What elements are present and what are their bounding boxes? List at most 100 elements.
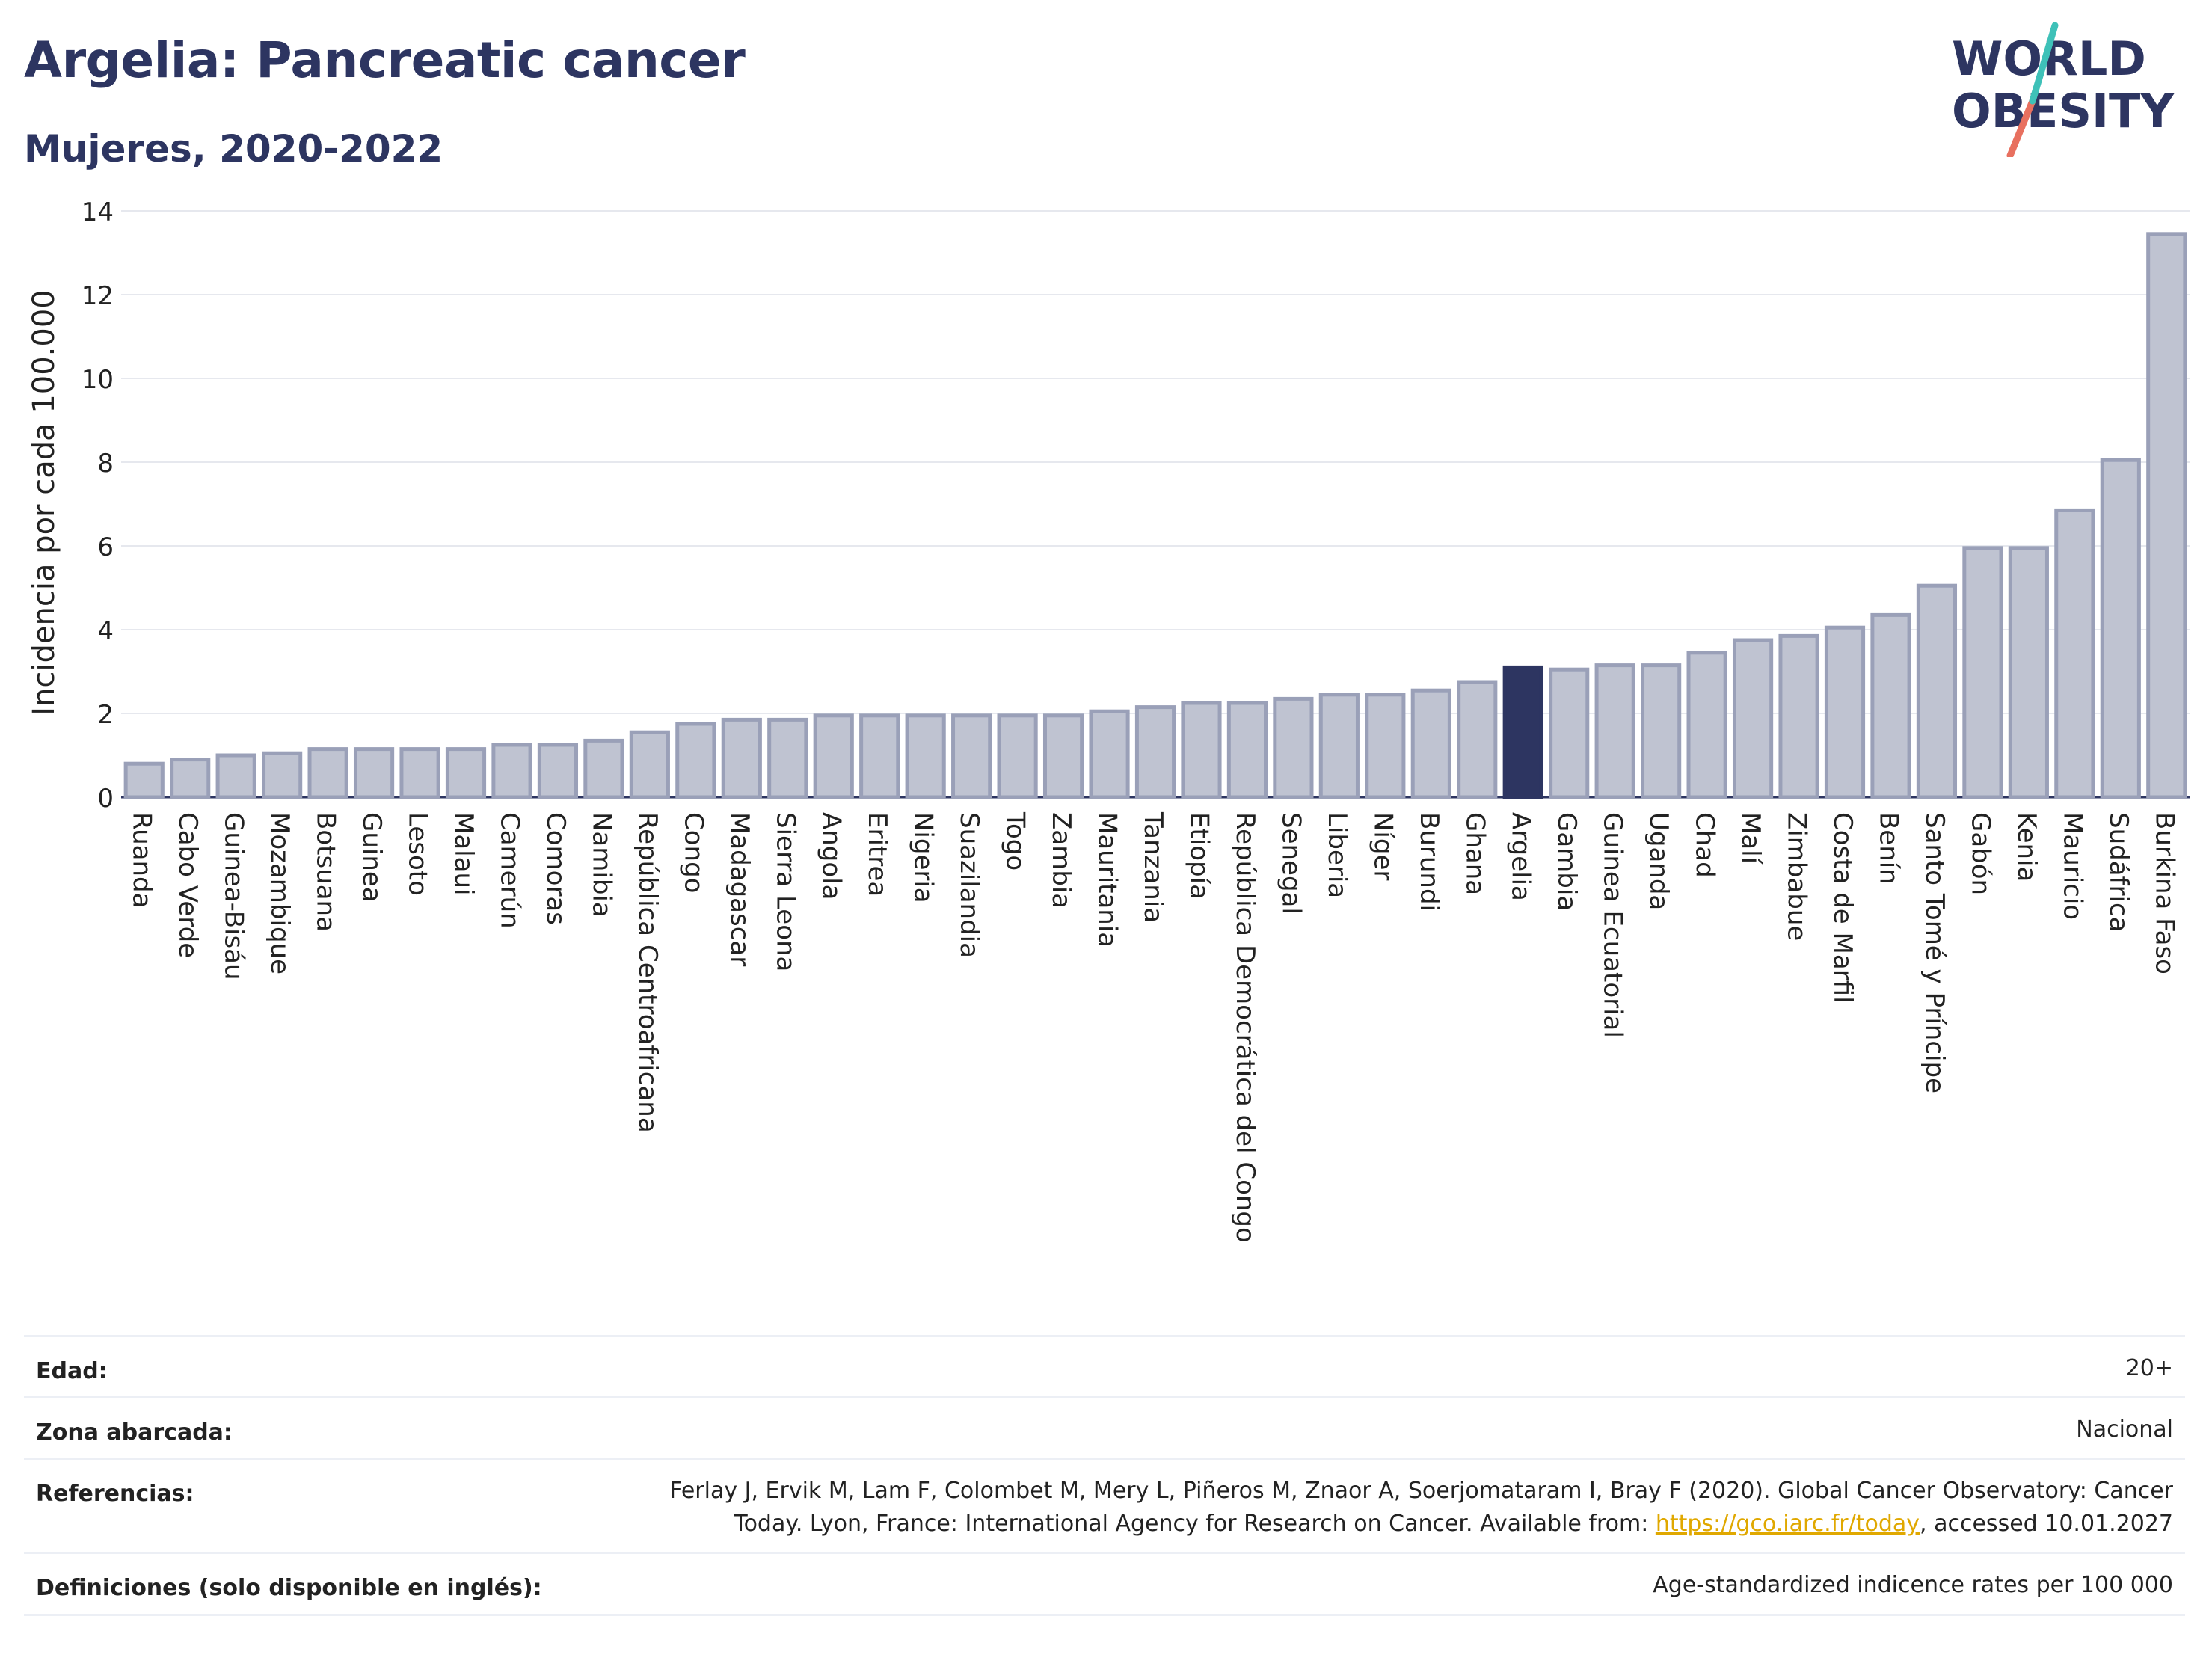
x-tick-label: Senegal: [1276, 812, 1306, 915]
bar-madagascar: [721, 717, 762, 799]
y-tick-label: 2: [97, 700, 114, 730]
x-tick-label: Botsuana: [311, 812, 341, 932]
bar-malí: [1732, 638, 1774, 799]
bar-guinea-bisáu: [215, 753, 256, 799]
bar-chart: 0 2 4 6 8 10 12 14 Ruanda Cabo Verde Guinea-Bisáu…: [27, 197, 2190, 1243]
bar-sierra-leona: [767, 717, 808, 799]
page-title: Argelia: Pancreatic cancer: [24, 31, 746, 89]
bar-lesoto: [399, 747, 440, 799]
x-tick-label: Lesoto: [403, 812, 433, 896]
bar-ghana: [1457, 680, 1498, 799]
x-tick-label: Congo: [678, 812, 708, 893]
definiciones-value: Age-standardized indicence rates per 100…: [1653, 1572, 2173, 1598]
x-tick-label: Benín: [1873, 812, 1903, 885]
x-tick-label: Cabo Verde: [173, 812, 203, 958]
x-tick-label: Argelia: [1506, 812, 1536, 901]
x-tick-label: Guinea Ecuatorial: [1598, 812, 1628, 1038]
y-tick-label: 10: [82, 365, 114, 395]
x-tick-label: Madagascar: [725, 812, 755, 966]
bar-camerún: [491, 743, 532, 799]
bar-tanzania: [1134, 705, 1176, 799]
page-subtitle: Mujeres, 2020-2022: [24, 127, 443, 171]
bar-ruanda: [123, 761, 165, 799]
info-row-edad: Edad: 20+: [24, 1335, 2185, 1397]
x-tick-label: Gambia: [1552, 812, 1582, 911]
x-tick-label: Mozambique: [265, 812, 295, 974]
x-tick-label: Sierra Leona: [770, 812, 800, 971]
bar-benín: [1870, 612, 1911, 799]
x-tick-label: Mauricio: [2057, 812, 2087, 920]
bar-gambia: [1549, 667, 1590, 799]
y-axis-ticks: 0 2 4 6 8 10 12 14: [82, 197, 114, 814]
x-axis-ticks: Ruanda Cabo Verde Guinea-Bisáu Mozambique Bo…: [127, 811, 2180, 1243]
bar-sudáfrica: [2100, 458, 2141, 799]
bar-liberia: [1318, 693, 1360, 799]
bar-mozambique: [262, 751, 303, 799]
definiciones-label: Definiciones (solo disponible en inglés)…: [36, 1575, 542, 1601]
bar-burundi: [1410, 688, 1451, 799]
bar-congo: [675, 722, 716, 799]
ref-line1: Ferlay J, Ervik M, Lam F, Colombet M, Me…: [669, 1478, 2173, 1504]
x-tick-label: Gabón: [1965, 812, 1995, 895]
bar-angola: [813, 713, 854, 799]
x-tick-label: Etiopía: [1184, 812, 1214, 900]
zona-value: Nacional: [2076, 1416, 2173, 1443]
x-tick-label: Angola: [817, 812, 847, 900]
x-tick-label: Namibia: [586, 812, 616, 918]
x-tick-label: Ruanda: [127, 812, 157, 908]
x-tick-label: Zimbabue: [1782, 812, 1812, 941]
ref-line2-text: Today. Lyon, France: International Agenc…: [734, 1511, 1656, 1537]
x-tick-label: Níger: [1368, 812, 1398, 880]
x-tick-label: Sudáfrica: [2104, 812, 2133, 932]
bar-namibia: [583, 738, 624, 799]
info-row-referencias: Referencias: Ferlay J, Ervik M, Lam F, C…: [24, 1458, 2185, 1553]
bar-togo: [997, 713, 1038, 799]
referencias-value: Ferlay J, Ervik M, Lam F, Colombet M, Me…: [669, 1475, 2173, 1541]
bar-cabo-verde: [170, 758, 211, 799]
x-tick-label: Costa de Marfil: [1828, 812, 1858, 1004]
ref-line2: Today. Lyon, France: International Agenc…: [669, 1508, 2173, 1541]
bar-santo-tomé-y-príncipe: [1916, 583, 1958, 799]
bar-malaui: [445, 747, 487, 799]
y-tick-label: 8: [97, 449, 114, 479]
y-tick-label: 4: [97, 616, 114, 646]
x-tick-label: Camerún: [494, 812, 524, 929]
bar-zambia: [1042, 713, 1084, 799]
bar-costa-de-marfil: [1824, 625, 1866, 799]
x-tick-label: Chad: [1690, 812, 1720, 878]
bar-república-centroafricana: [629, 730, 670, 799]
bar-senegal: [1273, 696, 1314, 799]
x-tick-label: Malí: [1736, 812, 1766, 865]
zona-label: Zona abarcada:: [36, 1419, 233, 1446]
x-tick-label: Suazilandia: [954, 812, 984, 958]
gco-link[interactable]: https://gco.iarc.fr/today: [1655, 1511, 1920, 1537]
ref-line2-post: , accessed 10.01.2027: [1920, 1511, 2173, 1537]
x-tick-label: República Democrática del Congo: [1230, 812, 1260, 1243]
y-tick-label: 12: [82, 281, 114, 311]
bar-burkina-faso: [2146, 232, 2187, 799]
x-tick-label: Burkina Faso: [2149, 812, 2179, 974]
bar-guinea-ecuatorial: [1594, 663, 1635, 799]
referencias-label: Referencias:: [36, 1481, 194, 1507]
info-row-definiciones: Definiciones (solo disponible en inglés)…: [24, 1552, 2185, 1616]
bar-níger: [1365, 693, 1406, 799]
bar-argelia: [1502, 665, 1543, 799]
bar-guinea: [353, 747, 395, 799]
x-tick-label: Zambia: [1046, 812, 1076, 909]
bar-etiopía: [1181, 701, 1222, 799]
world-obesity-logo: WORLD OBESITY: [1952, 22, 2175, 157]
bar-eritrea: [859, 713, 900, 799]
bar-república-democrática-del-congo: [1226, 701, 1268, 799]
bar-zimbabue: [1778, 633, 1819, 799]
y-tick-label: 0: [97, 784, 114, 814]
x-tick-label: Kenia: [2012, 812, 2042, 882]
x-tick-label: Mauritania: [1093, 812, 1122, 948]
x-tick-label: Malaui: [449, 812, 479, 895]
bar-comoras: [537, 743, 579, 799]
bar-mauritania: [1089, 709, 1130, 799]
bar-mauricio: [2054, 508, 2095, 799]
x-tick-label: Nigeria: [909, 812, 938, 903]
x-tick-label: Ghana: [1460, 812, 1490, 895]
x-tick-label: Tanzania: [1138, 811, 1168, 923]
y-tick-label: 6: [97, 532, 114, 562]
